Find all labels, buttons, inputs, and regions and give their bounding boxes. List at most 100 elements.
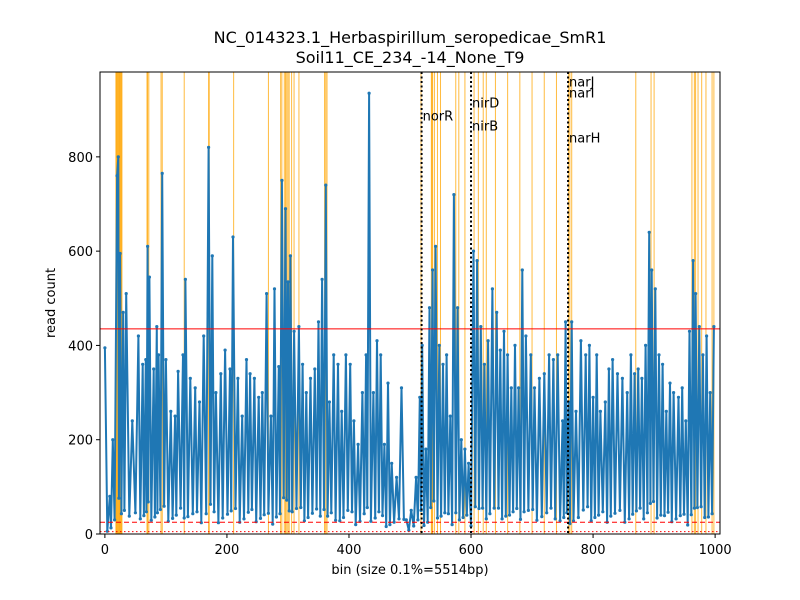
read-count-point (109, 526, 113, 530)
read-count-point (179, 506, 183, 510)
read-count-point (233, 506, 238, 511)
read-count-point (432, 499, 436, 503)
read-count-point (591, 395, 595, 399)
read-count-point (496, 506, 501, 510)
read-count-point (297, 325, 301, 329)
read-count-point (463, 447, 467, 451)
read-count-point (188, 376, 192, 380)
y-tick-label: 800 (68, 151, 93, 166)
read-count-point (117, 496, 121, 500)
read-count-point (500, 517, 504, 521)
read-count-point (183, 277, 187, 281)
y-tick-label: 400 (68, 339, 93, 354)
read-count-point (412, 524, 416, 528)
read-count-point (522, 510, 526, 514)
read-count-point (540, 515, 544, 519)
read-count-point (515, 506, 519, 511)
read-count-point (127, 514, 131, 518)
read-count-point (248, 372, 252, 376)
read-count-point (207, 145, 211, 149)
read-count-point (146, 500, 150, 504)
read-count-point (657, 353, 661, 357)
read-count-point (377, 510, 381, 514)
read-count-point (365, 506, 369, 510)
x-tick-label: 400 (337, 543, 362, 558)
read-count-point (254, 520, 258, 524)
read-count-point (659, 513, 663, 517)
read-count-point (404, 518, 408, 522)
x-tick-label: 200 (215, 543, 240, 558)
read-count-point (288, 254, 292, 258)
read-count-point (115, 174, 119, 178)
read-count-point (636, 367, 640, 371)
read-count-point (437, 343, 441, 347)
read-count-point (236, 376, 240, 380)
read-count-point (587, 343, 592, 347)
read-count-point (691, 259, 695, 263)
read-count-point (280, 178, 284, 182)
read-count-point (265, 292, 269, 296)
read-count-point (618, 508, 622, 512)
read-count-point (292, 329, 296, 333)
read-count-point (294, 506, 299, 511)
y-tick-label: 0 (85, 528, 93, 543)
read-count-point (242, 517, 246, 521)
read-count-point (364, 353, 368, 357)
read-count-point (443, 511, 447, 515)
read-count-point (286, 280, 290, 284)
read-count-point (650, 268, 654, 272)
read-count-point (511, 510, 515, 514)
read-count-point (595, 353, 599, 357)
read-count-point (672, 391, 676, 395)
read-count-point (204, 512, 208, 516)
plot-frame (99, 71, 721, 535)
read-count-point (504, 514, 508, 518)
read-count-point (607, 367, 611, 371)
read-count-point (589, 519, 593, 523)
chart-title-line-1: NC_014323.1_Herbaspirillum_seropedicae_S… (214, 28, 607, 48)
read-count-point (535, 518, 539, 522)
read-count-point (155, 511, 159, 515)
read-count-point (686, 523, 690, 527)
read-count-point (542, 372, 546, 376)
read-count-point (434, 244, 438, 248)
read-count-point (553, 517, 557, 521)
read-count-point (638, 506, 642, 510)
read-count-point (502, 329, 506, 333)
x-axis-label: bin (size 0.1%=5514bp) (331, 563, 488, 578)
read-count-point (103, 346, 107, 350)
read-count-point (274, 515, 278, 519)
read-count-point (308, 376, 313, 380)
read-count-point (155, 325, 159, 329)
read-count-point (645, 511, 650, 515)
read-count-point (708, 391, 712, 395)
read-count-point (579, 339, 583, 343)
read-count-point (229, 509, 233, 513)
read-count-point (450, 523, 454, 527)
read-count-point (360, 391, 364, 395)
read-count-point (640, 376, 644, 380)
read-count-point (529, 353, 533, 357)
read-count-point (258, 516, 263, 521)
read-count-point (642, 517, 646, 521)
read-count-point (570, 320, 574, 324)
read-count-point (402, 517, 406, 522)
read-count-point (142, 514, 146, 518)
read-count-point (593, 515, 597, 520)
read-count-point (315, 507, 319, 511)
read-count-point (479, 325, 483, 329)
read-count-point (562, 515, 566, 520)
read-count-point (545, 511, 549, 515)
read-count-point (354, 523, 358, 527)
read-count-point (586, 505, 590, 509)
read-count-point (380, 514, 385, 518)
read-count-point (338, 519, 342, 523)
read-count-point (615, 372, 620, 376)
read-count-point (581, 508, 585, 512)
read-count-point (482, 362, 486, 366)
read-count-point (174, 513, 178, 517)
read-count-point (111, 438, 115, 442)
read-count-point (547, 353, 551, 357)
read-count-point (426, 520, 430, 524)
